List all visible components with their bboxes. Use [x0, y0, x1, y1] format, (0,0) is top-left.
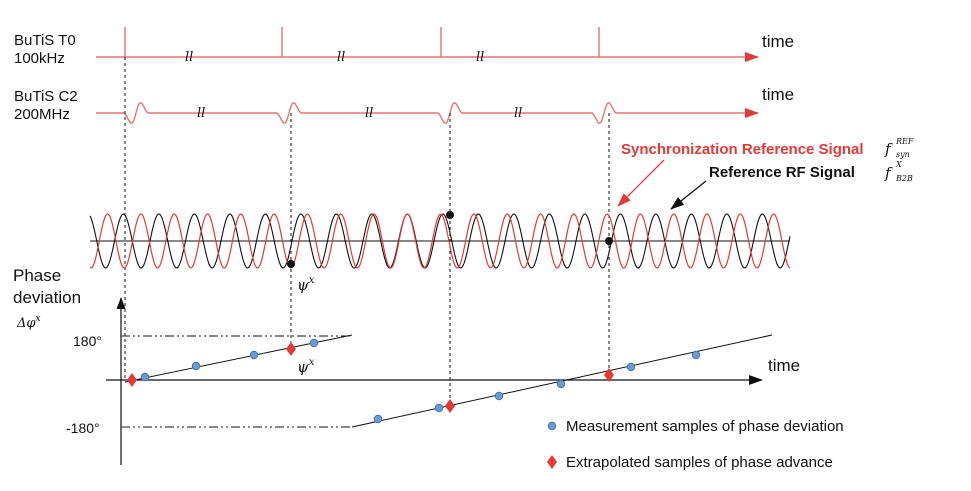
sync-reference-pointer [617, 159, 665, 207]
phase-axis-symbol: Δφx [16, 314, 41, 331]
phase-axis-title-line2: deviation [13, 288, 81, 307]
measurement-sample [691, 350, 701, 360]
extrapolated-sample [127, 373, 137, 387]
t0-break-mark-1: ll [185, 50, 193, 65]
c2-frequency: 200MHz [14, 106, 70, 123]
measurement-sample [494, 391, 504, 401]
t0-frequency: 100kHz [14, 50, 65, 67]
legend-measurement-marker [547, 421, 557, 431]
t0-time-label: time [762, 32, 794, 51]
measurement-sample [373, 414, 383, 424]
t0-break-mark-3: ll [476, 50, 484, 65]
sync-dashed-lines [124, 57, 610, 406]
psi-label-phase: ψx [297, 357, 315, 376]
phase-time-label: time [768, 356, 800, 375]
legend-measurement-label: Measurement samples of phase deviation [566, 418, 844, 435]
reference-rf-pointer [670, 180, 707, 210]
c2-signal-line [96, 102, 759, 124]
measurement-sample [556, 379, 566, 389]
extrapolated-samples [127, 342, 614, 413]
measurement-sample [626, 362, 636, 372]
sync-reference-symbol: f REF syn [884, 137, 914, 159]
c2-name: BuTiS C2 [14, 88, 78, 105]
reference-rf-symbol: f X B2B [884, 160, 913, 183]
reference-rf-waveform [89, 213, 791, 269]
c2-break-mark-2: ll [365, 106, 373, 121]
t0-break-mark-2: ll [337, 50, 345, 65]
psi-sample-dot-1 [287, 260, 295, 268]
measurement-sample [140, 372, 150, 382]
psi-sample-dot-3 [605, 237, 613, 245]
c2-break-mark-1: ll [197, 106, 205, 121]
measurement-sample [249, 350, 259, 360]
psi-sample-dot-2 [446, 211, 454, 219]
legend-extrapolated-marker [547, 455, 557, 469]
c2-break-mark-3: ll [514, 106, 522, 121]
measurement-sample [191, 361, 201, 371]
sync-reference-label: Synchronization Reference Signal [621, 141, 864, 158]
phase-axis-title-line1: Phase [13, 266, 61, 285]
extrapolated-sample [286, 342, 296, 356]
t0-signal-line [96, 27, 759, 62]
reference-rf-label: Reference RF Signal [709, 164, 855, 181]
tick-180-label: 180° [73, 333, 102, 349]
measurement-sample [434, 403, 444, 413]
c2-time-label: time [762, 85, 794, 104]
sync-reference-waveform [89, 213, 791, 269]
legend-extrapolated-label: Extrapolated samples of phase advance [566, 454, 833, 471]
t0-name: BuTiS T0 [14, 32, 76, 49]
tick-minus-180-label: -180° [66, 420, 100, 436]
psi-label-rf: ψx [297, 275, 315, 294]
measurement-sample [309, 338, 319, 348]
measurement-samples [140, 338, 701, 424]
extrapolated-sample [445, 399, 455, 413]
extrapolated-sample [604, 368, 614, 382]
